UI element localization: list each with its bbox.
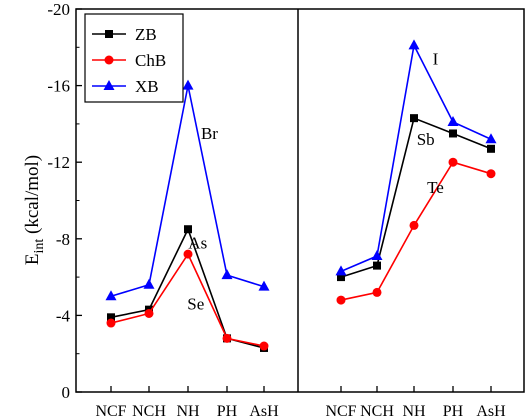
annotation-label: As — [188, 233, 207, 252]
data-point — [144, 308, 154, 318]
y-tick-label: -16 — [47, 77, 70, 96]
y-tick-label: 0 — [62, 383, 71, 402]
data-point — [105, 290, 117, 301]
x-tick-label: NCH — [132, 403, 166, 420]
data-point — [373, 261, 381, 270]
data-point — [408, 39, 420, 50]
series-xb-panel-2 — [335, 39, 497, 276]
data-point — [184, 225, 192, 234]
x-tick-label: NH — [402, 403, 426, 420]
data-point — [336, 295, 346, 305]
legend-label: ChB — [135, 51, 166, 70]
series-xb-panel-1 — [105, 79, 270, 301]
series-chb-panel-2 — [336, 157, 496, 305]
series-line — [340, 161, 492, 301]
data-point — [222, 333, 232, 343]
y-axis-label-main: E — [22, 254, 43, 266]
x-axis: NCF NCH NH PH AsH NCF NCH NH PH AsH — [95, 386, 506, 420]
legend-label: ZB — [135, 25, 157, 44]
series-chb-panel-1 — [106, 249, 269, 351]
x-tick-label: NCH — [360, 403, 394, 420]
y-tick-label: -8 — [56, 230, 70, 249]
legend-entry-zb: ZB — [92, 25, 157, 44]
y-tick-label: -12 — [47, 153, 70, 172]
data-point — [335, 265, 347, 276]
x-tick-label: PH — [217, 403, 238, 420]
legend-entry-xb: XB — [92, 77, 159, 96]
data-point — [486, 169, 496, 179]
annotation-label: Sb — [417, 130, 435, 149]
data-point — [449, 129, 457, 138]
annotation-label: Se — [187, 295, 204, 314]
legend-entry-chb: ChB — [92, 51, 166, 70]
data-point — [371, 250, 383, 261]
data-point — [448, 157, 458, 167]
series-line — [110, 85, 265, 298]
data-point — [106, 318, 116, 328]
data-point — [258, 280, 270, 291]
annotation-layer: Br As Se I Sb Te — [187, 50, 444, 314]
annotation-label: Br — [201, 124, 218, 143]
annotation-label: Te — [427, 178, 444, 197]
data-point — [409, 220, 419, 230]
y-axis-label-rest: (kcal/mol) — [22, 155, 43, 239]
y-axis: -20 -16 -12 -8 -4 0 — [47, 0, 82, 402]
data-point — [221, 269, 233, 280]
legend-label: XB — [135, 77, 159, 96]
x-tick-label: NCF — [325, 403, 356, 420]
x-tick-label: PH — [443, 403, 464, 420]
data-point — [337, 273, 345, 282]
y-tick-label: -20 — [47, 0, 70, 19]
y-axis-label: Eint (kcal/mol) — [22, 155, 47, 265]
legend-marker — [104, 55, 114, 65]
x-tick-label: AsH — [476, 403, 506, 420]
x-tick-label: NCF — [95, 403, 126, 420]
series-zb-panel-2 — [337, 114, 495, 282]
data-point — [182, 79, 194, 90]
data-point — [143, 278, 155, 289]
y-tick-label: -4 — [56, 306, 71, 325]
data-point — [447, 115, 459, 126]
y-axis-label-sub: int — [32, 239, 47, 254]
annotation-label: I — [433, 50, 439, 69]
data-point — [183, 249, 193, 259]
legend-marker — [105, 30, 113, 38]
legend: ZB ChB XB — [84, 13, 184, 103]
x-tick-label: AsH — [249, 403, 279, 420]
x-tick-label: NH — [176, 403, 200, 420]
data-point — [259, 341, 269, 351]
legend-marker — [103, 80, 115, 90]
data-point — [372, 287, 382, 297]
data-point — [410, 114, 418, 123]
legend-box — [84, 13, 184, 103]
data-point — [487, 144, 495, 153]
data-point — [485, 133, 497, 144]
series-layer — [105, 39, 497, 352]
series-line — [340, 42, 492, 273]
data-point — [107, 313, 115, 322]
